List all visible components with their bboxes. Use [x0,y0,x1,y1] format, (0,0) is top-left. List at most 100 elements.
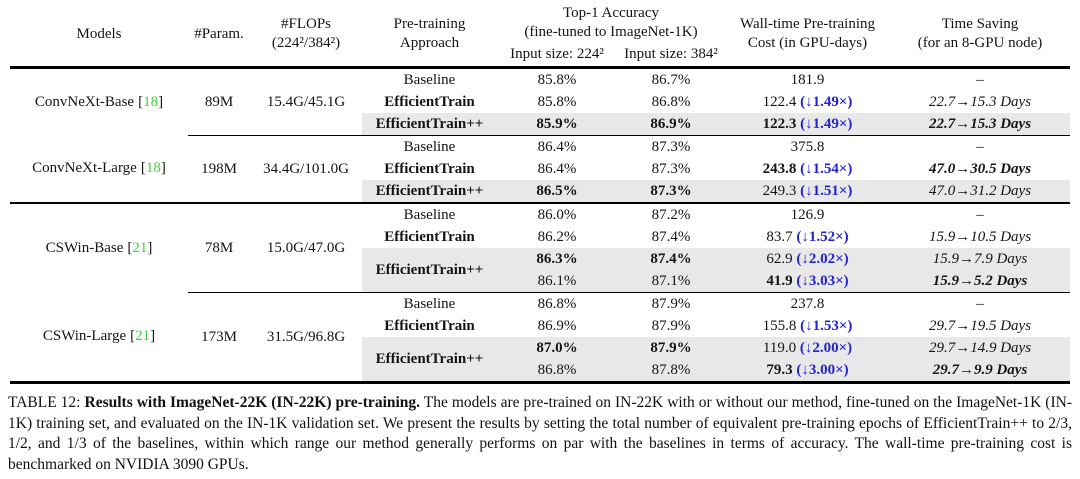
cell-params: 198M [188,135,250,204]
col-header-top1-accuracy-group: Top-1 Accuracy (fine-tuned to ImageNet-1… [497,2,725,43]
cell-params: 78M [188,203,250,293]
bracket-close: ] [150,328,156,345]
cell-acc384: 87.4% [651,228,691,245]
cell-model: CSWin-Large [21] [10,292,188,384]
cell-acc384: 87.3% [651,138,691,155]
cell-saving: 29.7→14.9 Days [890,337,1071,359]
speedup-factor: (↓1.49×) [800,115,853,132]
cell-params: 89M [188,67,250,136]
table-row: EfficientTrain 86.9% 87.9% 155.8 (↓1.53×… [10,315,1070,337]
speedup-factor: (↓2.02×) [796,250,849,267]
cell-acc224: 86.4% [537,138,577,155]
cell-saving: 15.9→7.9 Days [890,248,1071,270]
cost-value: 41.9 [766,272,793,289]
cell-acc384: 87.2% [651,206,691,223]
cell-cost: 83.7 (↓1.52×) [725,226,890,248]
cell-acc224: 86.1% [497,270,617,293]
model-name: CSWin-Large [42,328,127,345]
cost-value: 83.7 [766,228,793,245]
cell-acc384: 86.8% [651,93,691,110]
table-row: ConvNeXt-Large [18] 198M 34.4G/101.0G Bas… [10,135,1070,204]
table-row: EfficientTrain 85.8% 86.8% 122.4 (↓1.49×… [10,91,1070,113]
cost-value: 237.8 [790,295,825,312]
table-row: EfficientTrain++ 86.3% 87.4% 62.9 (↓2.02… [10,248,1071,293]
bracket-open: [ [140,160,146,177]
cell-acc224: 86.5% [497,180,617,204]
speedup-factor: (↓3.00×) [796,361,849,378]
cell-approach: Baseline [403,71,456,88]
cell-saving: 22.7→15.3 Days [890,113,1071,136]
cell-cost: 126.9 [725,203,890,226]
cell-acc384: 86.7% [651,71,691,88]
cell-approach: EfficientTrain++ [362,180,497,204]
col-header-flops-line1: #FLOPs [280,16,332,32]
cell-model: CSWin-Base [21] [10,203,188,293]
col-header-pretraining-line2: Approach [399,35,460,51]
cost-value: 79.3 [766,361,793,378]
cell-cost: 155.8 (↓1.53×) [725,315,890,337]
cell-flops: 15.4G/45.1G [250,67,362,136]
cell-approach: EfficientTrain [384,160,475,177]
cell-acc224: 85.8% [537,93,577,110]
col-header-timesaving-line2: (for an 8-GPU node) [917,35,1043,51]
caption-tag: TABLE 12: [8,394,81,411]
col-header-input-224: Input size: 224² [497,43,617,69]
col-header-top1-line1: Top-1 Accuracy [563,4,659,21]
cell-cost: 122.3 (↓1.49×) [725,113,891,136]
model-name: ConvNeXt-Large [32,160,137,177]
cell-cost: 119.0 (↓2.00×) [725,337,891,359]
cell-approach: EfficientTrain [384,228,475,245]
cell-acc384: 87.9% [651,295,691,312]
speedup-factor: (↓2.00×) [799,339,853,356]
caption-title: Results with ImageNet-22K (IN-22K) pre-t… [84,394,421,411]
table-row: EfficientTrain 86.4% 87.3% 243.8 (↓1.54×… [10,158,1070,180]
cost-value: 122.4 [762,93,797,110]
table-row: EfficientTrain++ 86.5% 87.3% 249.3 (↓1.5… [10,180,1071,204]
bracket-open: [ [127,239,133,256]
cell-flops: 34.4G/101.0G [250,135,362,204]
cell-acc224: 86.0% [537,206,577,223]
citation: [21] [127,240,152,256]
cell-acc384: 87.3% [651,160,691,177]
cell-acc224: 86.9% [537,317,577,334]
table-row: 86.1% 87.1% 41.9 (↓3.03×) 15.9→5.2 Days [10,270,1071,293]
citation: [21] [130,328,155,344]
results-table: Models #Param. #FLOPs (224²/384²) Pre-tr… [10,2,1071,384]
col-header-top1-line2: (fine-tuned to ImageNet-1K) [524,23,698,40]
speedup-factor: (↓1.52×) [796,228,849,245]
cell-acc224: 85.8% [537,71,577,88]
cell-approach: EfficientTrain++ [362,337,497,384]
cell-acc384: 86.9% [617,113,726,136]
cell-acc384: 87.8% [617,359,726,384]
col-header-pretraining-approach: Pre-training Approach [362,2,497,69]
cell-saving: 29.7→9.9 Days [890,359,1071,384]
cost-value: 375.8 [790,138,825,155]
col-header-timesaving-line1: Time Saving [941,16,1019,32]
cell-saving: – [976,295,984,312]
col-header-flops-line2: (224²/384²) [271,35,341,51]
cell-approach: EfficientTrain++ [362,113,497,136]
cost-value: 181.9 [790,71,825,88]
cost-value: 119.0 [762,339,797,356]
citation: [18] [138,94,163,110]
speedup-factor: (↓3.03×) [796,272,849,289]
col-header-input-384: Input size: 384² [617,43,726,69]
cell-cost: 243.8 (↓1.54×) [725,158,890,180]
header-row-top: Models #Param. #FLOPs (224²/384²) Pre-tr… [10,2,1071,69]
citation-number: 21 [132,239,148,256]
bracket-open: [ [130,328,136,345]
cell-acc224: 86.4% [537,160,577,177]
table-row: CSWin-Large [21] 173M 31.5G/96.8G Baselin… [10,292,1070,384]
col-header-params: #Param. [188,2,250,69]
cell-cost: 249.3 (↓1.51×) [725,180,891,204]
cell-approach: EfficientTrain++ [362,248,497,293]
col-header-flops: #FLOPs (224²/384²) [250,2,362,69]
caption-body: The models are pre-trained on IN-22K wit… [8,394,1072,473]
col-header-walltime-line2: Cost (in GPU-days) [747,35,868,51]
cell-saving: 47.0→31.2 Days [890,180,1071,204]
cell-acc384: 87.9% [651,317,691,334]
cell-approach: Baseline [403,206,456,223]
cell-cost: 41.9 (↓3.03×) [725,270,891,293]
cell-model: ConvNeXt-Base [18] [10,68,188,136]
table-row: 86.8% 87.8% 79.3 (↓3.00×) 29.7→9.9 Days [10,359,1071,384]
